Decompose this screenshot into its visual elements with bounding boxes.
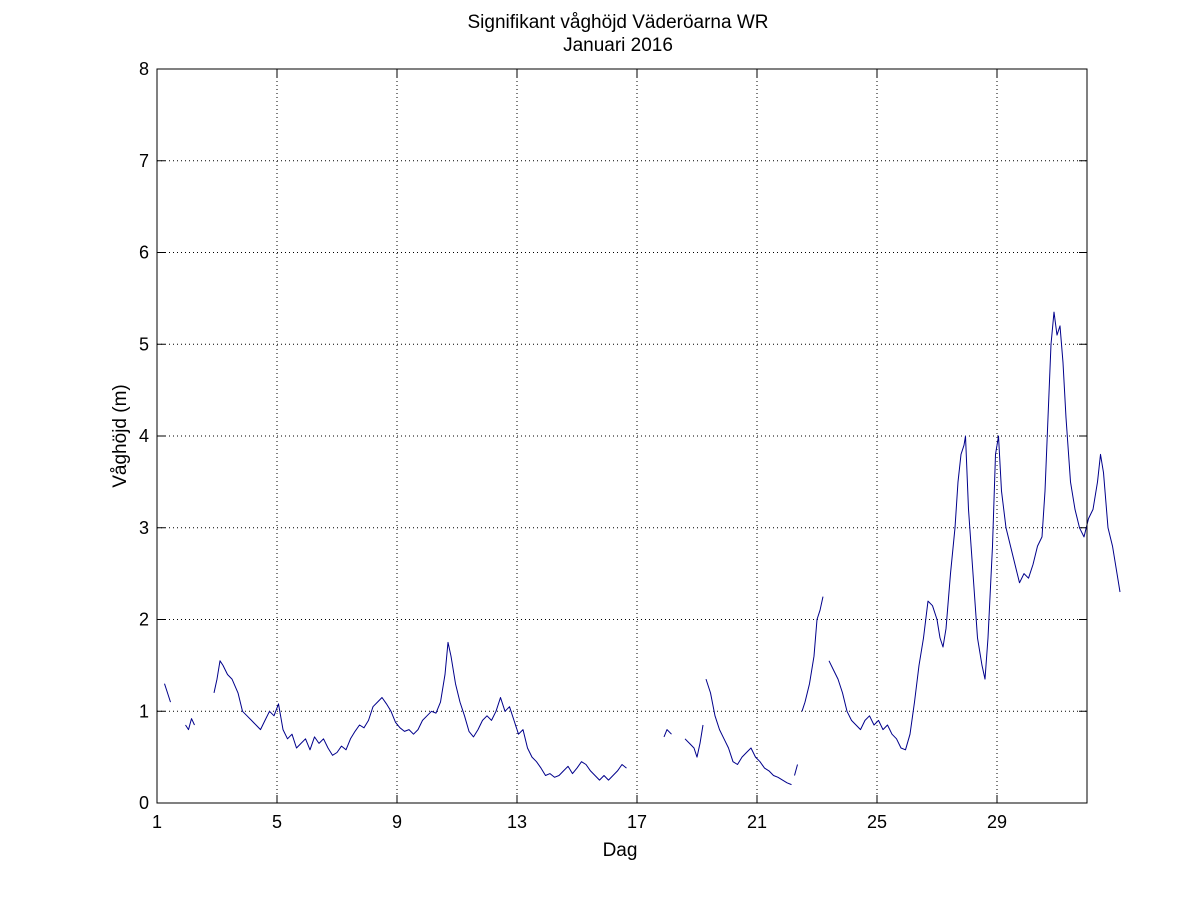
y-tick-label: 8 (139, 59, 149, 79)
y-tick-label: 0 (139, 793, 149, 813)
series-line-segment (663, 729, 672, 738)
series-line-segment (801, 596, 824, 712)
y-tick-label: 5 (139, 334, 149, 354)
chart-title: Signifikant våghöjd Väderöarna WR (467, 12, 768, 33)
y-axis-label: Våghöjd (m) (110, 384, 131, 488)
data-series (164, 311, 1121, 786)
series-line-segment (794, 764, 798, 776)
y-tick-label: 6 (139, 243, 149, 263)
series-line-segment (213, 641, 627, 781)
x-tick-label: 25 (867, 812, 887, 832)
plot-frame (156, 68, 1088, 804)
x-tick-label: 21 (747, 812, 767, 832)
series-line-segment (164, 683, 171, 703)
x-tick-label: 13 (507, 812, 527, 832)
x-axis-label: Dag (603, 840, 638, 861)
series-line-segment (828, 311, 1121, 751)
x-tick-label: 17 (627, 812, 647, 832)
x-tick-label: 9 (392, 812, 402, 832)
x-tick-label: 5 (272, 812, 282, 832)
y-tick-label: 4 (139, 426, 149, 446)
y-tick-label: 3 (139, 518, 149, 538)
x-tick-label: 29 (987, 812, 1007, 832)
series-line-segment (684, 724, 704, 758)
y-tick-label: 7 (139, 151, 149, 171)
y-tick-label: 1 (139, 701, 149, 721)
y-tick-label: 2 (139, 610, 149, 630)
chart-subtitle: Januari 2016 (563, 35, 673, 56)
x-tick-label: 1 (152, 812, 162, 832)
series-line-segment (705, 678, 792, 786)
series-line-segment (185, 718, 195, 731)
grid (157, 69, 1087, 803)
